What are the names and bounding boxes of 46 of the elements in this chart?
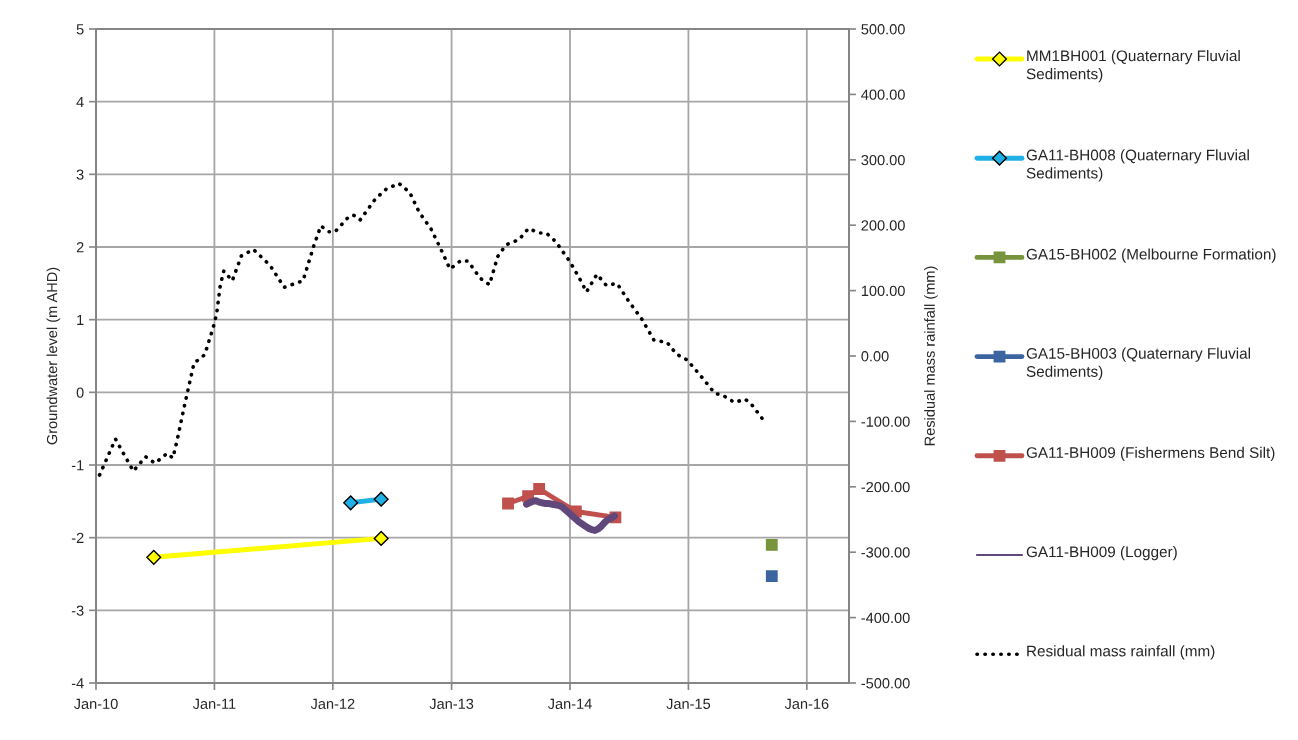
- y-tick-label: -3: [71, 605, 84, 616]
- y-tick-label: -2: [71, 532, 84, 543]
- y2-tick-label: 0.00: [861, 351, 889, 362]
- legend-label: Residual mass rainfall (mm): [1027, 645, 1215, 660]
- y2-tick-label: -200.00: [861, 481, 910, 493]
- x-tick-label: Jan-13: [429, 698, 474, 709]
- legend-label: GA15-BH003 (Quaternary Fluvial Sediments): [1026, 347, 1250, 380]
- point: [373, 530, 389, 546]
- legend-label: GA11-BH009 (Fishermens Bend Silt): [1026, 446, 1275, 462]
- x-tick-label: Jan-16: [784, 698, 829, 709]
- y2-tick-label: 500.00: [861, 24, 905, 35]
- y-tick-label: 0: [76, 387, 84, 398]
- y-tick-label: -4: [71, 678, 84, 689]
- y2-tick-label: 100.00: [861, 285, 905, 297]
- y2-tick-label: -100.00: [861, 416, 910, 427]
- legend-label: GA15-BH002 (Melbourne Formation): [1026, 248, 1276, 263]
- point: [343, 495, 359, 511]
- x-tick-label: Jan-12: [310, 698, 355, 709]
- legend-label: MM1BH001 (Quaternary Fluvial Sediments): [1026, 50, 1240, 83]
- x-tick-label: Jan-11: [192, 698, 236, 709]
- y2-tick-label: 300.00: [861, 154, 905, 166]
- point: [533, 483, 546, 495]
- y-tick-label: 2: [76, 242, 84, 253]
- point: [373, 491, 389, 507]
- y-tick-label: -1: [71, 460, 84, 471]
- y-tick-label: 1: [77, 314, 84, 325]
- point: [765, 539, 778, 551]
- x-tick-label: Jan-15: [666, 698, 711, 709]
- y-tick-label: 5: [76, 24, 84, 35]
- y2-tick-label: -300.00: [861, 547, 910, 558]
- y2-tick-label: -400.00: [861, 612, 910, 624]
- x-tick-label: Jan-10: [73, 698, 118, 709]
- y2-tick-label: 400.00: [861, 89, 905, 100]
- x-tick-label: Jan-14: [547, 698, 592, 709]
- y-tick-label: 4: [76, 96, 84, 107]
- legend-label: GA11-BH008 (Quaternary Fluvial Sediments): [1026, 149, 1249, 182]
- y-axis-title: Groundwater level (m AHD): [46, 267, 61, 445]
- y2-tick-label: 200.00: [861, 220, 905, 231]
- point: [502, 497, 514, 510]
- legend-label: GA11-BH009 (Logger): [1026, 546, 1177, 561]
- point: [146, 549, 162, 565]
- y-tick-label: 3: [76, 169, 84, 180]
- y2-axis-title: Residual mass rainfall (mm): [924, 266, 938, 446]
- line-series: [97, 181, 767, 477]
- y2-tick-label: -500.00: [861, 678, 910, 689]
- point: [765, 570, 778, 583]
